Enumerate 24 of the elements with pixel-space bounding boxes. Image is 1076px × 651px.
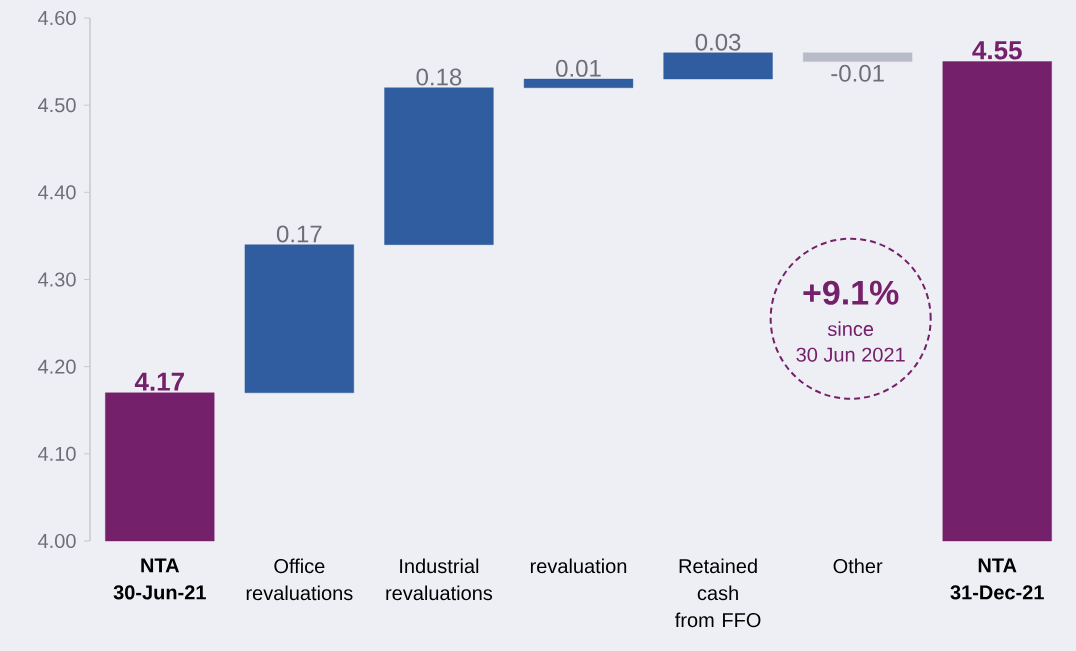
data-label: 4.55	[972, 41, 1022, 60]
y-tick-label: 4.20	[38, 359, 76, 374]
annotation: 30 Jun 2021	[796, 347, 905, 362]
x-tick-label: Office revaluations	[246, 558, 353, 601]
annotation: since	[827, 321, 874, 337]
y-tick-label: 4.00	[38, 533, 76, 549]
x-tick-label: revaluation	[530, 558, 627, 574]
data-label: 0.17	[276, 225, 322, 243]
data-label: 0.03	[695, 33, 741, 51]
y-tick-label: 4.30	[38, 272, 76, 287]
x-tick-label: Industrial revaluations	[386, 558, 493, 601]
y-tick-label: 4.10	[38, 446, 76, 461]
x-tick-label: NTA 31-Dec-21	[950, 558, 1044, 600]
y-tick-label: 4.40	[38, 185, 76, 200]
data-label: -0.01	[831, 64, 884, 82]
data-label: 0.18	[416, 68, 462, 86]
y-tick-label: 4.50	[38, 98, 76, 113]
data-label: 0.01	[556, 59, 601, 77]
x-tick-label: Other	[833, 558, 883, 574]
x-tick-label: Retained cash from FFO	[675, 558, 761, 628]
data-label: 4.17	[134, 372, 184, 391]
x-tick-label: NTA 30-Jun-21	[113, 558, 206, 600]
y-tick-label: 4.60	[38, 10, 76, 26]
annotation: +9.1%	[803, 280, 899, 305]
